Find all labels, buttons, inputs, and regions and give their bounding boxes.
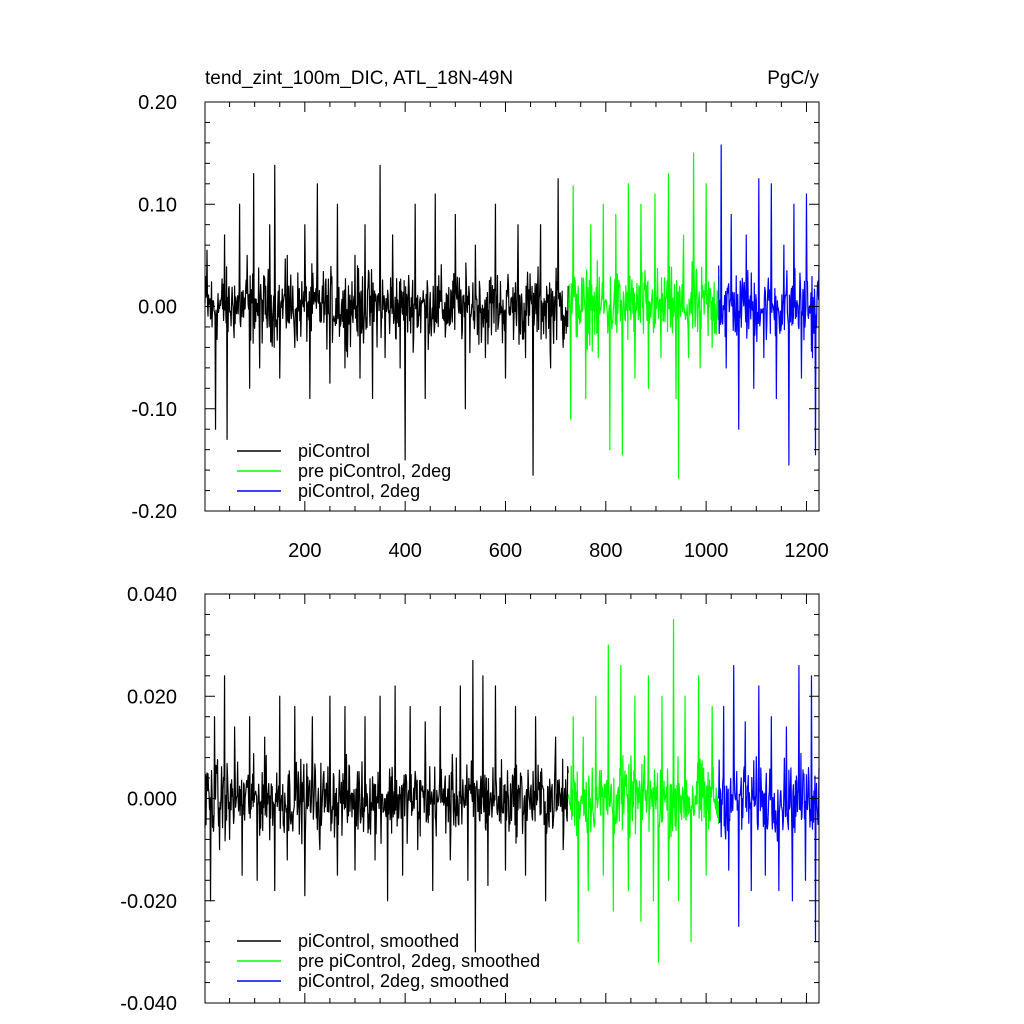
y-tick-label: -0.10 — [131, 399, 177, 421]
series-line-1 — [204, 659, 569, 953]
series-line-2 — [567, 618, 720, 963]
series-line-1 — [204, 164, 569, 476]
top-panel: -0.20 -0.10 0.00 0.10 0.20 200 400 600 800 1000 12… — [131, 68, 828, 562]
y-tick-label: 0.020 — [127, 686, 177, 708]
legend-label-1: piControl, smoothed — [298, 931, 459, 951]
y-tick-label: 0.20 — [138, 92, 177, 114]
legend-label-2: pre piControl, 2deg — [298, 461, 451, 481]
y-tick-label: -0.040 — [120, 993, 177, 1015]
legend-label-3: piControl, 2deg, smoothed — [298, 971, 509, 991]
top-panel-title: tend_zint_100m_DIC, ATL_18N-49N — [205, 68, 513, 89]
y-tick-label: 0.00 — [138, 297, 177, 319]
top-panel-frame — [204, 101, 820, 512]
legend-label-1: piControl — [298, 441, 370, 461]
top-panel-units: PgC/y — [767, 68, 819, 89]
bottom-panel: -0.040 -0.020 0.000 0.020 0.040 piControl, s… — [120, 584, 820, 1015]
x-tick-label: 200 — [288, 540, 321, 562]
bottom-panel-axes: -0.040 -0.020 0.000 0.020 0.040 — [120, 584, 819, 1015]
x-tick-label: 600 — [489, 540, 522, 562]
y-tick-label: 0.10 — [138, 194, 177, 216]
y-tick-label: -0.020 — [120, 891, 177, 913]
x-tick-label: 1200 — [784, 540, 829, 562]
series-line-3 — [718, 664, 820, 943]
top-panel-axes: -0.20 -0.10 0.00 0.10 0.20 200 400 600 800 1000 12… — [131, 92, 828, 562]
y-tick-label: 0.000 — [127, 789, 177, 811]
x-tick-label: 400 — [388, 540, 421, 562]
x-tick-label: 1000 — [684, 540, 729, 562]
legend-label-3: piControl, 2deg — [298, 481, 420, 501]
x-tick-label: 800 — [589, 540, 622, 562]
y-tick-label: -0.20 — [131, 501, 177, 523]
bottom-panel-series — [204, 618, 820, 963]
series-line-2 — [567, 152, 720, 479]
y-tick-label: 0.040 — [127, 584, 177, 606]
bottom-panel-frame — [204, 593, 820, 1004]
legend-label-2: pre piControl, 2deg, smoothed — [298, 951, 540, 971]
top-panel-series — [204, 144, 820, 479]
series-line-3 — [718, 144, 820, 466]
